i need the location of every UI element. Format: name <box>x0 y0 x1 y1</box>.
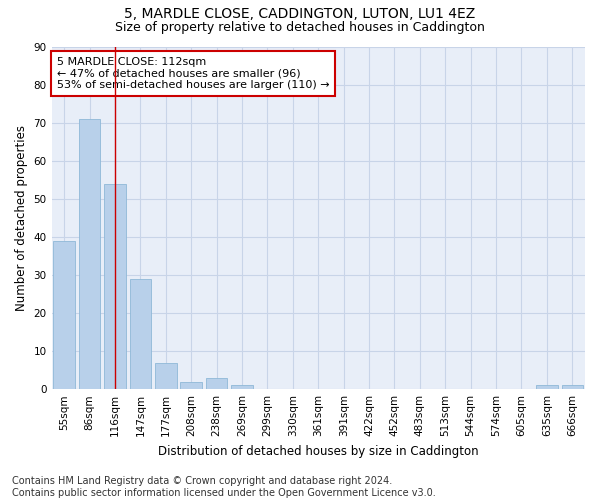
Text: Contains HM Land Registry data © Crown copyright and database right 2024.
Contai: Contains HM Land Registry data © Crown c… <box>12 476 436 498</box>
Bar <box>536 386 557 389</box>
Text: 5, MARDLE CLOSE, CADDINGTON, LUTON, LU1 4EZ: 5, MARDLE CLOSE, CADDINGTON, LUTON, LU1 … <box>124 8 476 22</box>
Bar <box>206 378 227 389</box>
X-axis label: Distribution of detached houses by size in Caddington: Distribution of detached houses by size … <box>158 444 479 458</box>
Bar <box>155 362 176 389</box>
Bar <box>79 119 100 389</box>
Bar <box>562 386 583 389</box>
Bar <box>181 382 202 389</box>
Bar <box>53 240 75 389</box>
Bar <box>130 279 151 389</box>
Text: 5 MARDLE CLOSE: 112sqm
← 47% of detached houses are smaller (96)
53% of semi-det: 5 MARDLE CLOSE: 112sqm ← 47% of detached… <box>57 57 329 90</box>
Text: Size of property relative to detached houses in Caddington: Size of property relative to detached ho… <box>115 21 485 34</box>
Bar <box>231 386 253 389</box>
Y-axis label: Number of detached properties: Number of detached properties <box>15 125 28 311</box>
Bar <box>104 184 126 389</box>
